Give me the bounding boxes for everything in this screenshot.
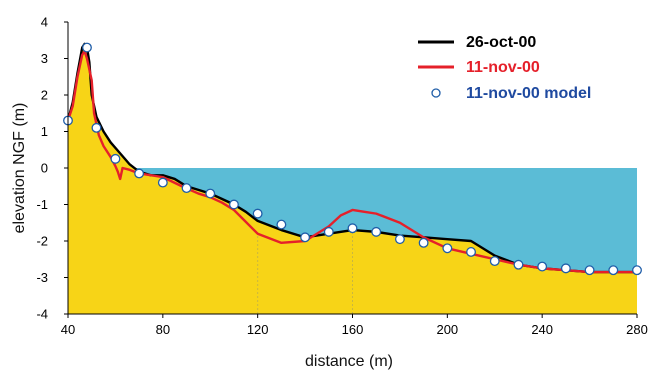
x-axis-title: distance (m) — [305, 353, 393, 370]
y-axis-title: elevation NGF (m) — [11, 103, 28, 234]
model-point — [347, 223, 358, 234]
y-tick-label: 2 — [41, 88, 48, 103]
model-point — [205, 188, 216, 199]
y-tick-label: -1 — [36, 197, 48, 212]
model-point — [300, 232, 311, 243]
x-tick-label: 200 — [436, 322, 458, 337]
model-point — [466, 246, 476, 257]
legend-label-11-nov-00: 11-nov-00 — [466, 59, 540, 76]
model-point — [91, 122, 102, 133]
model-point — [632, 265, 642, 276]
model-point — [276, 219, 287, 230]
y-tick-label: 3 — [41, 51, 48, 66]
model-point — [418, 237, 429, 248]
legend-label-26-oct-00: 26-oct-00 — [466, 34, 536, 51]
x-tick-label: 240 — [531, 322, 553, 337]
y-tick-label: 1 — [41, 124, 48, 139]
model-point — [584, 265, 595, 276]
model-point — [489, 256, 500, 267]
model-point — [560, 263, 571, 274]
model-point — [442, 243, 453, 254]
y-tick-label: -2 — [36, 234, 48, 249]
x-tick-label: 160 — [342, 322, 364, 337]
model-point — [537, 261, 548, 272]
model-point — [157, 177, 168, 188]
model-point — [229, 199, 239, 210]
x-tick-label: 80 — [156, 322, 170, 337]
sand-area — [68, 43, 637, 315]
x-tick-label: 280 — [626, 322, 648, 337]
model-point — [134, 168, 145, 179]
y-tick-label: -4 — [36, 307, 48, 322]
legend-swatch-model — [431, 88, 441, 98]
model-point — [394, 234, 405, 245]
legend: 26-oct-00 11-nov-00 11-nov-00 model — [418, 34, 591, 102]
model-point — [371, 226, 382, 237]
legend-label-model: 11-nov-00 model — [466, 85, 591, 102]
x-tick-label: 120 — [247, 322, 269, 337]
plot-area — [63, 42, 642, 315]
model-point — [82, 42, 92, 53]
x-tick-label: 40 — [61, 322, 75, 337]
y-tick-label: 0 — [41, 161, 48, 176]
model-point — [181, 183, 192, 194]
model-point — [323, 226, 334, 237]
axes: 4 3 2 1 0 -1 -2 -3 -4 40 80 120 160 200 240 280 — [36, 15, 647, 338]
y-tick-label: -3 — [36, 270, 48, 285]
model-point — [110, 153, 121, 164]
model-point — [252, 208, 263, 219]
y-tick-label: 4 — [41, 15, 48, 30]
model-point — [513, 259, 524, 270]
model-point — [608, 265, 619, 276]
